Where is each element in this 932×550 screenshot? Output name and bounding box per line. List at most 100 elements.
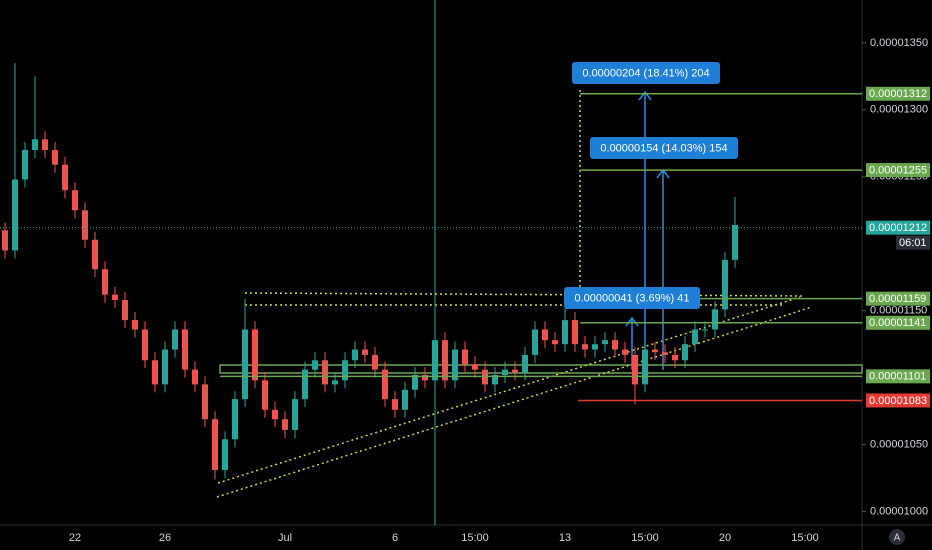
- candle-body: [562, 320, 568, 345]
- level-label: 0.00001141: [869, 317, 926, 329]
- x-tick-label: 13: [559, 532, 571, 544]
- level-label-box: [866, 163, 930, 178]
- candle-body: [432, 340, 438, 381]
- candle-body: [112, 294, 118, 300]
- trend-line: [244, 292, 806, 297]
- candle-body: [62, 164, 68, 191]
- level-label-box: [866, 86, 930, 101]
- x-tick-label: 15:00: [631, 532, 659, 544]
- candle-body: [462, 349, 468, 365]
- candle-body: [552, 340, 558, 345]
- x-tick-label: 20: [719, 532, 731, 544]
- candle-body: [702, 329, 708, 331]
- x-tick-label: 26: [159, 532, 171, 544]
- candle-body: [12, 179, 18, 251]
- measure-box: [564, 287, 700, 309]
- level-label: 0.00001255: [869, 164, 927, 176]
- auto-scale-label[interactable]: A: [894, 533, 901, 544]
- trend-lines: [216, 90, 813, 498]
- level-label: 0.00001101: [869, 371, 926, 383]
- candle-body: [622, 349, 628, 355]
- candle-body: [692, 329, 698, 345]
- y-tick-label: 0.00001000: [870, 506, 928, 518]
- measure-box: [572, 62, 720, 84]
- candle-body: [292, 399, 298, 430]
- candle-body: [52, 150, 58, 165]
- candle-body: [512, 369, 518, 373]
- countdown-box: [896, 235, 930, 250]
- candle-body: [492, 375, 498, 385]
- candle-body: [472, 364, 478, 370]
- candle-body: [232, 399, 238, 440]
- candle-body: [82, 210, 88, 240]
- candle-body: [242, 329, 248, 400]
- candle-body: [202, 384, 208, 420]
- candle-body: [212, 419, 218, 471]
- candle-body: [332, 380, 338, 385]
- candle-body: [132, 320, 138, 330]
- countdown: 06:01: [899, 237, 927, 249]
- level-label: 0.00001083: [869, 395, 927, 407]
- candle-body: [602, 340, 608, 345]
- candle-body: [382, 369, 388, 400]
- candle-body: [592, 344, 598, 350]
- candle-body: [362, 349, 368, 355]
- candle-body: [712, 309, 718, 330]
- trend-line: [217, 296, 801, 484]
- y-tick-label: 0.00001300: [870, 104, 928, 116]
- candle-body: [372, 354, 378, 370]
- x-tick-label: 22: [69, 532, 81, 544]
- candle-body: [302, 369, 308, 400]
- candle-body: [502, 369, 508, 375]
- candle-body: [612, 340, 618, 350]
- x-tick-label: 15:00: [461, 532, 489, 544]
- measure-label: 0.00000204 (18.41%) 204: [582, 67, 709, 79]
- level-label-box: [866, 393, 930, 408]
- level-label: 0.00001212: [869, 222, 927, 234]
- trend-line: [216, 306, 813, 498]
- x-tick-label: 15:00: [791, 532, 819, 544]
- x-tick-label: Jul: [278, 532, 292, 544]
- x-tick-label: 6: [392, 532, 398, 544]
- candle-body: [672, 354, 678, 361]
- candle-body: [662, 352, 668, 355]
- support-zone: [219, 364, 863, 374]
- candle-body: [122, 300, 128, 321]
- candle-body: [422, 375, 428, 381]
- level-label-box: [866, 220, 930, 235]
- measure-box: [590, 137, 738, 159]
- candle-body: [152, 360, 158, 385]
- candle-body: [392, 399, 398, 410]
- candle-body: [262, 380, 268, 410]
- candle-body: [632, 354, 638, 385]
- candle-body: [532, 329, 538, 355]
- candle-body: [522, 354, 528, 373]
- candle-body: [312, 360, 318, 370]
- candle-body: [42, 139, 48, 150]
- level-label-box: [866, 315, 930, 330]
- level-label-box: [866, 369, 930, 384]
- candle-body: [542, 329, 548, 341]
- level-label: 0.00001159: [869, 293, 926, 305]
- candle-body: [732, 225, 738, 260]
- candle-body: [162, 349, 168, 385]
- auto-scale-button[interactable]: [889, 529, 905, 545]
- candle-body: [102, 269, 108, 295]
- candle-body: [402, 389, 408, 410]
- measure-label: 0.00000041 (3.69%) 41: [575, 292, 690, 304]
- level-label: 0.00001312: [869, 88, 927, 100]
- candle-body: [442, 340, 448, 381]
- candle-body: [72, 190, 78, 211]
- candle-body: [352, 349, 358, 361]
- candle-body: [282, 419, 288, 430]
- candle-body: [582, 344, 588, 350]
- measure-label: 0.00000154 (14.03%) 154: [600, 142, 727, 154]
- candle-body: [322, 360, 328, 385]
- candle-body: [682, 344, 688, 361]
- candle-body: [192, 369, 198, 385]
- y-tick-label: 0.00001150: [870, 305, 927, 317]
- candle-body: [272, 409, 278, 420]
- candle-body: [642, 349, 648, 385]
- candle-body: [182, 329, 188, 370]
